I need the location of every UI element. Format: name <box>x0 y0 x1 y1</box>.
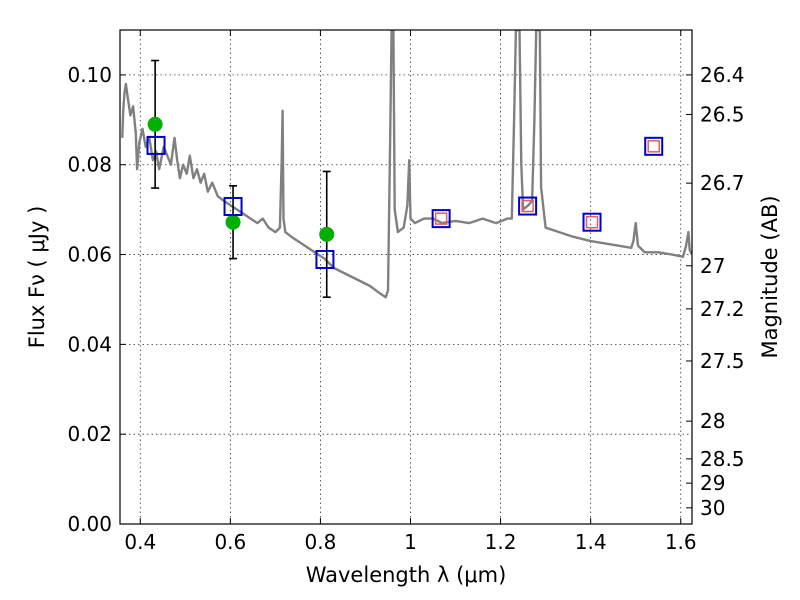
model-band-square <box>431 209 451 229</box>
right-tick-label: 29 <box>700 471 725 495</box>
y-tick-label: 0.08 <box>67 153 112 177</box>
upper-limit-square <box>585 215 599 229</box>
model-band-square <box>582 212 602 232</box>
x-tick-label: 0.8 <box>305 530 337 554</box>
tick-layer: 0.4 0.6 0.8 1 1.2 1.4 1.6 0.00 0.02 0.04 0.06 0.08 0… <box>67 30 745 554</box>
right-tick-label: 26.7 <box>700 171 745 195</box>
y-tick-label: 0.02 <box>67 422 112 446</box>
right-tick-label: 26.5 <box>700 102 745 126</box>
upper-limit-square <box>521 199 534 213</box>
model-band-square <box>315 249 335 269</box>
y-tick-label: 0.10 <box>67 63 112 87</box>
x-tick-label: 1 <box>404 530 417 554</box>
right-tick-label: 28.5 <box>700 447 745 471</box>
upper-limit-square <box>647 140 660 153</box>
right-tick-label: 30 <box>700 496 725 520</box>
model-band-square <box>518 196 538 216</box>
right-tick-label: 26.4 <box>700 63 745 87</box>
y-tick-label: 0.06 <box>67 243 112 267</box>
right-tick-label: 27.2 <box>700 297 745 321</box>
model-band-square <box>644 136 664 156</box>
y-axis-title: Flux Fν ( μJy ) <box>25 206 49 349</box>
x-axis-title: Wavelength λ (μm) <box>306 563 507 587</box>
observed-point <box>319 226 335 242</box>
right-tick-label: 27.5 <box>700 349 745 373</box>
sed-model-line <box>121 30 692 299</box>
observed-point <box>147 116 163 132</box>
x-tick-label: 0.4 <box>124 530 156 554</box>
y-tick-label: 0.00 <box>67 512 112 536</box>
right-axis-title: Magnitude (AB) <box>758 195 782 358</box>
x-tick-label: 1.2 <box>485 530 517 554</box>
model-band-square <box>146 135 166 155</box>
observed-point <box>225 214 241 230</box>
upper-limit-square <box>434 212 448 225</box>
plot-frame <box>119 29 693 525</box>
right-tick-label: 27 <box>700 254 725 278</box>
x-tick-label: 1.4 <box>575 530 607 554</box>
x-tick-label: 1.6 <box>665 530 697 554</box>
y-tick-label: 0.04 <box>67 332 112 356</box>
grid-layer <box>120 30 692 525</box>
data-layer <box>121 30 692 299</box>
x-tick-label: 0.6 <box>214 530 246 554</box>
model-band-square <box>223 196 243 216</box>
right-tick-label: 28 <box>700 409 725 433</box>
